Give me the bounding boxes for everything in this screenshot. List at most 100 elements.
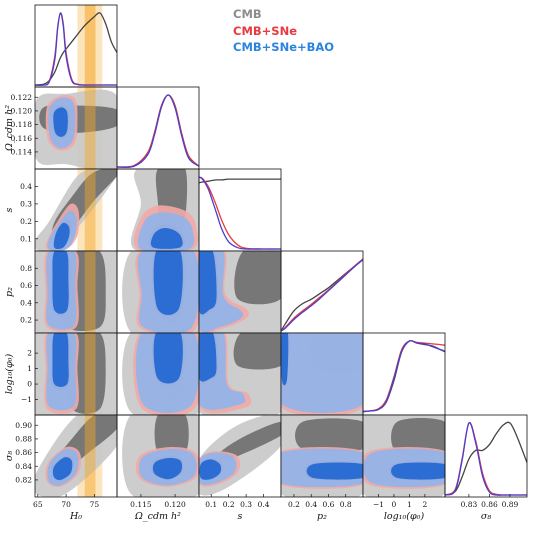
marginal-s-cmb-sne [199, 176, 281, 250]
ytick-label-omch2: 0.114 [11, 147, 33, 156]
xtick-label-p2: 0.4 [305, 500, 317, 509]
ytick-label-sigma8: 0.86 [15, 448, 32, 457]
panel-omch2-sigma8 [116, 414, 200, 498]
xlabel-logphi: log₁₀(φ₀) [384, 511, 425, 522]
h0-prior-band-inner [84, 333, 96, 415]
h0-prior-band-inner [84, 87, 96, 169]
legend-entry-cmb-sne: CMB+SNe [233, 24, 297, 38]
panels-layer [34, 4, 528, 498]
xtick-label-sigma8: 0.86 [481, 500, 498, 509]
contour-omch2-sigma8-cmb-sne-bao-inner [152, 457, 183, 480]
panel-frame [116, 86, 200, 170]
ytick-label-logphi: 2 [27, 349, 32, 358]
contour-omch2-sigma8-cmb-inner [154, 415, 189, 458]
xtick-label-H0: 65 [33, 500, 43, 509]
h0-prior-band-inner [84, 169, 96, 251]
contour-p2-sigma8-cmb-inner [295, 418, 363, 453]
xtick-label-sigma8: 0.83 [461, 500, 478, 509]
h0-prior-band-inner [84, 251, 96, 333]
xtick-label-omch2: 0.115 [130, 500, 152, 509]
marginal-omch2-cmb-sne [117, 94, 199, 168]
ytick-label-logphi: 0 [27, 380, 32, 389]
panel-omch2-s [116, 168, 200, 252]
contour-omch2-p2-cmb-sne-bao-inner [153, 251, 183, 315]
panel-p2 [280, 250, 364, 334]
xlabel-p2: p₂ [317, 511, 327, 522]
h0-prior-band-inner [84, 5, 96, 87]
xtick-label-logphi: 0 [392, 500, 397, 509]
xtick-label-s: 0.1 [205, 500, 217, 509]
panel-omch2 [116, 86, 200, 170]
xtick-label-s: 0.2 [223, 500, 235, 509]
ytick-label-omch2: 0.116 [11, 134, 33, 143]
ytick-label-omch2: 0.122 [11, 93, 33, 102]
ylabel-omch2: Ω_cdm h² [4, 105, 15, 152]
contour-omch2-s-cmb-sne-bao-inner [150, 228, 183, 249]
panel-logphi-sigma8 [362, 414, 446, 498]
panel-H0-s [34, 168, 118, 252]
marginal-logphi-cmb [363, 339, 445, 413]
ytick-label-sigma8: 0.90 [15, 421, 32, 430]
marginal-p2-cmb-sne-bao [281, 259, 363, 332]
ytick-label-p2: 0.2 [20, 316, 32, 325]
ytick-label-s: 0.4 [20, 182, 32, 191]
xtick-label-p2: 0.8 [340, 500, 352, 509]
ytick-label-s: 0.2 [20, 217, 32, 226]
contour-logphi-sigma8-cmb-sne-bao-inner [391, 462, 445, 480]
marginal-s-cmb-sne-bao [199, 176, 281, 250]
contour-p2-logphi-cmb-sne-bao-inner [281, 333, 289, 386]
marginal-H0-cmb-sne-bao [35, 12, 117, 86]
marginal-H0-cmb [35, 12, 117, 86]
marginal-sigma8-cmb [445, 421, 527, 496]
xtick-label-H0: 75 [90, 500, 100, 509]
panel-s-sigma8 [198, 414, 282, 498]
contour-H0-p2-cmb-sne-bao-inner [52, 251, 69, 314]
contour-s-logphi-cmb-sne-bao-inner [199, 333, 217, 382]
ylabel-s: s [4, 207, 15, 212]
ytick-label-p2: 0.8 [20, 264, 32, 273]
xlabel-omch2: Ω_cdm h² [134, 511, 181, 522]
contour-H0-sigma8-cmb-sne-bao-inner [52, 457, 73, 481]
xtick-label-H0: 70 [61, 500, 71, 509]
xtick-label-logphi: 2 [422, 500, 427, 509]
panel-frame [444, 414, 528, 498]
ytick-label-p2: 0.4 [20, 298, 32, 307]
contour-H0-omch2-cmb-sne-bao-inner [53, 107, 68, 137]
ytick-label-logphi: −1 [21, 395, 32, 404]
panel-s-logphi [198, 332, 282, 416]
legend-entry-cmb-sne-bao: CMB+SNe+BAO [233, 40, 334, 54]
xtick-label-logphi: 1 [407, 500, 412, 509]
marginal-logphi-cmb-sne-bao [363, 340, 445, 413]
ytick-label-s: 0.3 [20, 199, 32, 208]
contour-omch2-logphi-cmb-sne-bao-inner [153, 333, 183, 384]
ytick-label-omch2: 0.118 [11, 120, 33, 129]
contour-s-p2-cmb-sne-bao-inner [199, 251, 217, 315]
marginal-sigma8-cmb-sne-bao [445, 422, 527, 496]
panel-frame [198, 168, 282, 252]
ytick-label-sigma8: 0.88 [15, 434, 32, 443]
xtick-label-sigma8: 0.89 [502, 500, 519, 509]
legend: CMB CMB+SNe CMB+SNe+BAO [233, 7, 334, 54]
ytick-label-logphi: 1 [27, 364, 32, 373]
contour-s-sigma8-cmb-sne-bao-inner [199, 459, 222, 480]
contour-logphi-sigma8-cmb-inner [391, 417, 445, 457]
panel-H0-omch2 [34, 86, 118, 170]
xtick-label-logphi: −1 [373, 500, 384, 509]
marginal-logphi-cmb-sne [363, 340, 445, 413]
marginal-H0-cmb-sne [35, 12, 117, 86]
panel-p2-logphi [280, 332, 364, 416]
ytick-label-s: 0.1 [20, 234, 32, 243]
xtick-label-s: 0.4 [258, 500, 270, 509]
marginal-s-cmb [199, 178, 281, 184]
xtick-label-omch2: 0.120 [164, 500, 186, 509]
panel-omch2-logphi [116, 332, 200, 416]
xlabel-sigma8: σ₈ [481, 511, 491, 522]
ylabel-sigma8: σ₈ [4, 451, 15, 461]
panel-s [198, 168, 282, 252]
marginal-omch2-cmb [117, 94, 199, 168]
contour-H0-s-cmb-sne-bao-inner [53, 222, 70, 250]
panel-logphi [362, 332, 446, 416]
ytick-label-sigma8: 0.82 [15, 475, 32, 484]
